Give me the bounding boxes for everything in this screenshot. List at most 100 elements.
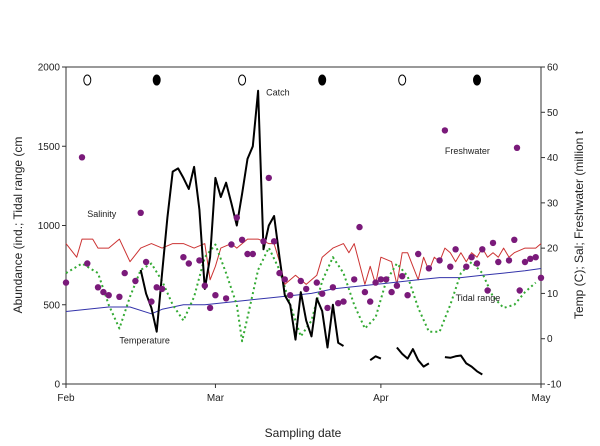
freshwater-point [303,285,310,293]
freshwater-point [319,290,326,297]
catch-line [444,354,483,376]
freshwater-point [212,292,219,299]
axis-ticks: 0 500 1000 1500 2000 -10 0 10 20 30 40 50 60 Feb Mar Ap… [38,63,562,405]
freshwater-point [222,295,230,302]
left-tick-label: 1000 [38,221,61,232]
freshwater-point [356,223,363,231]
right-tick-label: 10 [547,289,559,300]
freshwater-point [441,127,449,134]
left-tick-label: 500 [43,300,60,311]
freshwater-point [532,254,539,261]
freshwater-point [201,282,208,289]
new-moon-marker [473,74,481,86]
freshwater-point [436,257,443,264]
tidal-range-line [65,243,537,343]
freshwater-point [281,276,288,283]
series-layer [65,89,542,376]
annotation-temperature: Temperature [119,336,170,346]
freshwater-point [425,265,433,272]
freshwater-point [383,276,390,283]
catch-line [396,346,430,368]
freshwater-point [105,292,112,299]
freshwater-point [537,274,545,281]
freshwater-point [276,269,283,277]
catch-line [139,89,345,349]
freshwater-point [521,258,529,266]
freshwater-point [511,236,518,243]
freshwater-point [463,263,470,270]
freshwater-point [265,174,272,182]
freshwater-point [270,238,278,245]
left-axis-title: Abundance (ind.; Tidal range (cm [11,137,25,314]
freshwater-point [238,236,246,243]
right-tick-label: 40 [547,153,559,164]
freshwater-point [399,273,406,280]
plot-area [65,66,542,385]
freshwater-point [180,254,187,261]
freshwater-point [158,285,166,293]
moon-phase-markers [83,74,481,86]
freshwater-point [260,238,267,245]
freshwater-point [94,284,102,291]
freshwater-point [415,250,422,258]
x-tick-label: May [532,393,551,404]
freshwater-point [377,276,385,283]
catch-line [369,355,382,362]
freshwater-point [388,288,395,296]
new-moon-marker [152,74,161,86]
freshwater-point [196,257,203,264]
temperature-line [65,268,542,315]
salinity-line [65,238,542,285]
freshwater-point [100,288,107,296]
freshwater-point [116,293,123,300]
right-axis-title: Temp (C); Sal; Freshwater (million t [572,130,586,319]
annotation-freshwater: Freshwater [445,146,490,156]
freshwater-point [340,298,347,305]
freshwater-point [468,254,475,261]
left-tick-label: 2000 [38,63,61,74]
freshwater-point [452,246,459,253]
freshwater-points [62,127,545,312]
freshwater-point [335,300,342,307]
freshwater-point [313,279,320,286]
right-tick-label: 20 [547,244,559,255]
new-moon-marker [318,74,327,86]
full-moon-marker [83,74,92,86]
freshwater-point [527,255,534,262]
right-tick-label: 0 [547,334,553,345]
freshwater-point [351,276,358,283]
right-tick-label: 50 [547,108,559,119]
annotation-catch: Catch [266,88,290,98]
right-tick-label: 30 [547,198,559,209]
x-tick-label: Mar [207,393,225,404]
freshwater-point [153,284,160,291]
freshwater-point [297,277,304,285]
x-tick-label: Feb [57,393,75,404]
annotation-tidal-range: Tidal range [456,293,501,303]
freshwater-point [84,260,91,267]
freshwater-point [78,154,86,161]
annotations: Catch Salinity Freshwater Tidal range Temper… [87,88,500,346]
freshwater-point [372,279,379,286]
freshwater-point [142,258,150,266]
freshwater-point [447,263,454,270]
freshwater-point [121,269,128,277]
freshwater-point [489,239,497,247]
freshwater-point [367,298,374,305]
freshwater-point [404,292,411,299]
freshwater-point [132,277,139,285]
x-tick-label: Apr [373,393,389,404]
freshwater-point [513,144,521,151]
freshwater-point [473,260,481,267]
freshwater-point [479,246,486,253]
freshwater-point [516,287,523,294]
freshwater-point [361,288,369,296]
freshwater-point [62,279,70,286]
freshwater-point [249,250,256,258]
right-tick-label: 60 [547,63,559,74]
annotation-salinity: Salinity [87,209,117,219]
right-tick-label: -10 [547,380,562,391]
freshwater-point [505,257,513,264]
freshwater-point [137,209,144,216]
